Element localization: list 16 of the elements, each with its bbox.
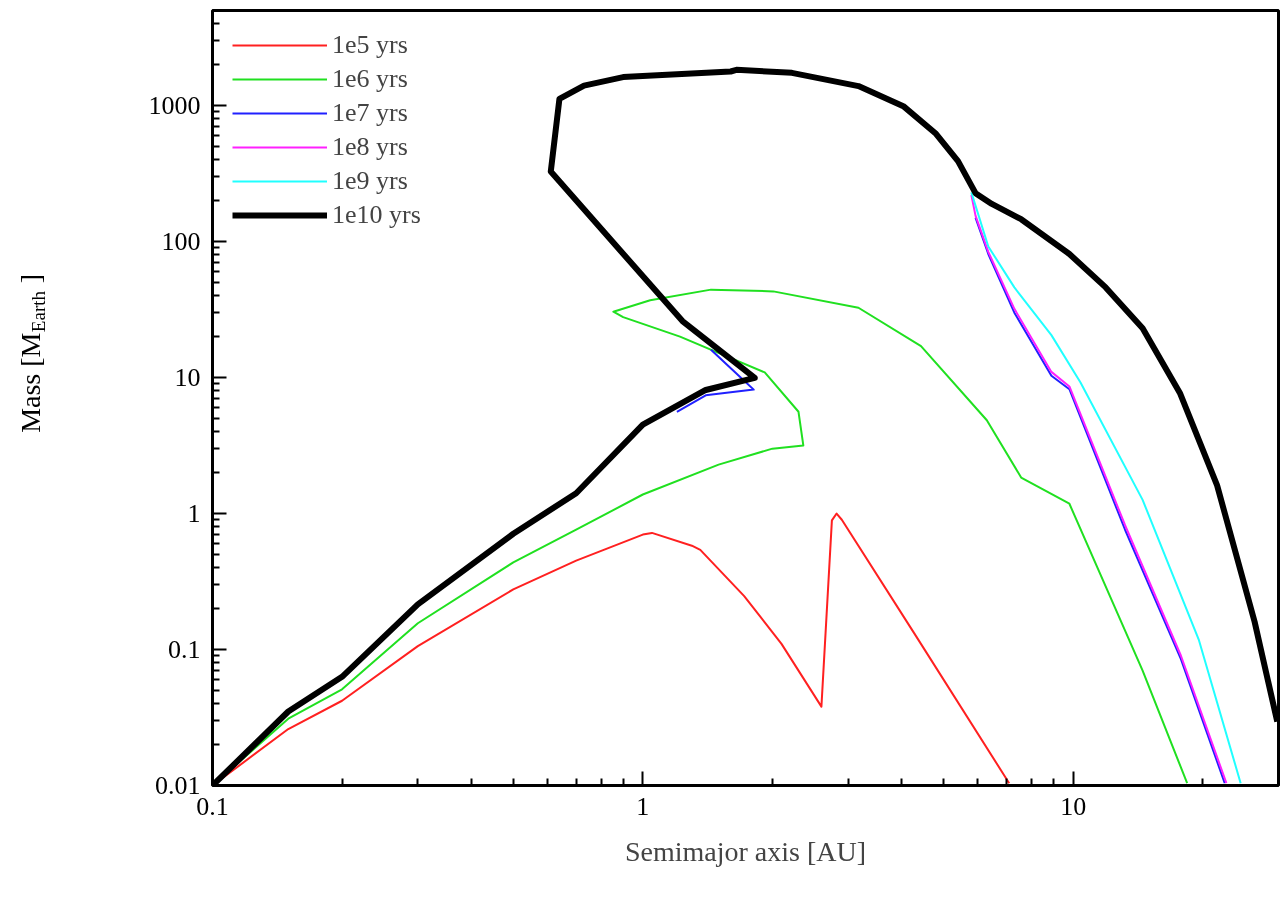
y-tick-label: 1000	[148, 91, 201, 121]
y-axis-title: Mass [MEarth]	[15, 274, 49, 433]
legend-label: 1e8 yrs	[332, 132, 408, 162]
y-tick-label: 0.1	[168, 635, 201, 665]
legend-label: 1e7 yrs	[332, 98, 408, 128]
x-axis-title: Semimajor axis [AU]	[624, 835, 867, 867]
y-tick-label: 100	[161, 227, 201, 257]
x-tick-label: 10	[1060, 791, 1087, 821]
y-tick-label: 10	[174, 363, 201, 393]
legend-label: 1e9 yrs	[332, 166, 408, 196]
x-tick-label: 1	[636, 791, 650, 821]
legend-label: 1e6 yrs	[332, 64, 408, 94]
x-tick-label: 0.1	[196, 791, 229, 821]
y-tick-label: 1	[187, 499, 201, 529]
legend-label: 1e5 yrs	[332, 30, 408, 60]
legend-label: 1e10 yrs	[332, 200, 421, 230]
